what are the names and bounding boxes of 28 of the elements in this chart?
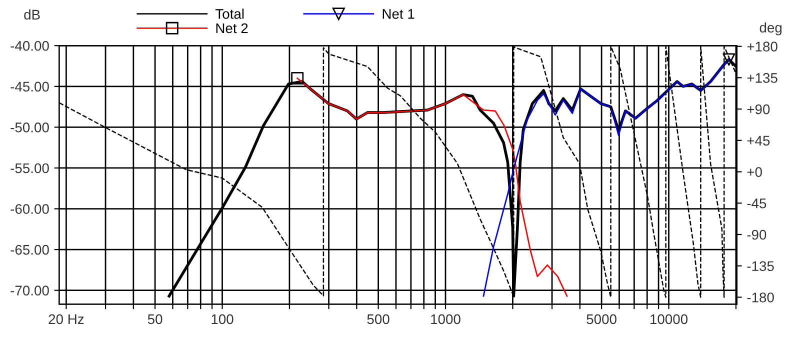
y2-tick-label: +90	[747, 104, 770, 114]
x-tick-label: 50	[148, 314, 162, 324]
y-tick-label: -70.00	[10, 286, 49, 296]
legend-label: Net 1	[382, 9, 414, 19]
x-tick-label: 1000	[431, 314, 460, 324]
x-tick-label: 10000	[650, 314, 688, 324]
y-tick-label: -40.00	[10, 40, 49, 51]
legend-label: Total	[215, 8, 244, 19]
x-tick-label: 5000	[586, 314, 616, 324]
y2-tick-label: -135	[747, 261, 774, 272]
y2-tick-label: +180	[747, 42, 778, 52]
y2-tick-label: -180	[747, 292, 774, 302]
y2-tick-label: -90	[747, 230, 766, 240]
y2-tick-label: +45	[747, 136, 770, 146]
y-tick-label: -55.00	[10, 163, 49, 174]
y-tick-label: -45.00	[10, 82, 49, 92]
y2-tick-label: -45	[747, 198, 766, 208]
y-tick-label: -60.00	[10, 204, 49, 214]
x-tick-label: 100	[212, 314, 234, 324]
y-tick-label: -50.00	[10, 122, 49, 132]
legend-label: Net 2	[216, 23, 248, 34]
y-tick-label: -65.00	[10, 244, 49, 255]
x-tick-label: 500	[367, 314, 390, 324]
y2-axis-title: deg	[760, 22, 782, 36]
x-tick-label: 20 Hz	[48, 314, 84, 324]
y2-tick-label: +0	[747, 167, 762, 177]
y-axis-title: dB	[24, 9, 40, 20]
y2-tick-label: +135	[747, 73, 778, 83]
